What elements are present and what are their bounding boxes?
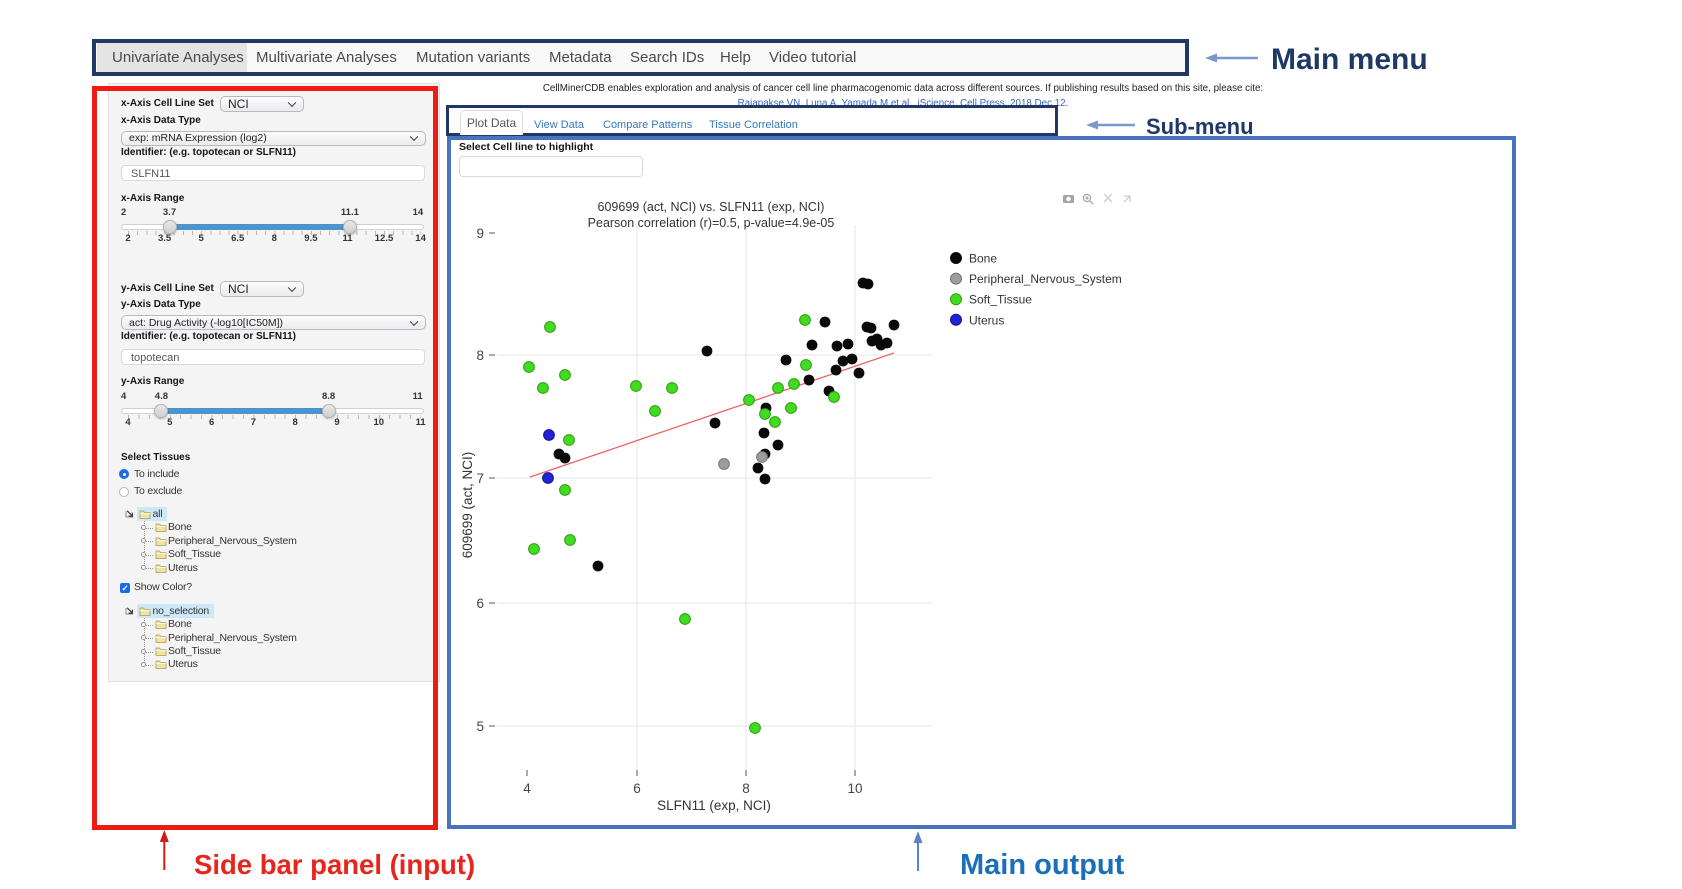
svg-text:10: 10 [847,781,862,796]
svg-text:7: 7 [476,471,484,486]
svg-text:8: 8 [476,348,484,363]
svg-text:SLFN11 (exp, NCI): SLFN11 (exp, NCI) [657,798,771,813]
svg-text:609699 (act, NCI) vs. SLFN11 (: 609699 (act, NCI) vs. SLFN11 (exp, NCI) [598,200,825,214]
svg-text:Pearson correlation (r)=0.5, p: Pearson correlation (r)=0.5, p-value=4.9… [588,216,835,230]
svg-text:Uterus: Uterus [969,313,1004,327]
svg-text:4: 4 [523,781,531,796]
svg-text:6: 6 [476,596,484,611]
svg-text:8: 8 [742,781,750,796]
svg-text:9: 9 [476,226,484,241]
svg-text:Peripheral_Nervous_System: Peripheral_Nervous_System [969,272,1122,286]
svg-text:5: 5 [476,719,484,734]
svg-text:609699 (act, NCI): 609699 (act, NCI) [460,452,475,559]
svg-text:Soft_Tissue: Soft_Tissue [969,293,1032,307]
svg-text:Bone: Bone [969,252,997,266]
svg-text:6: 6 [633,781,641,796]
